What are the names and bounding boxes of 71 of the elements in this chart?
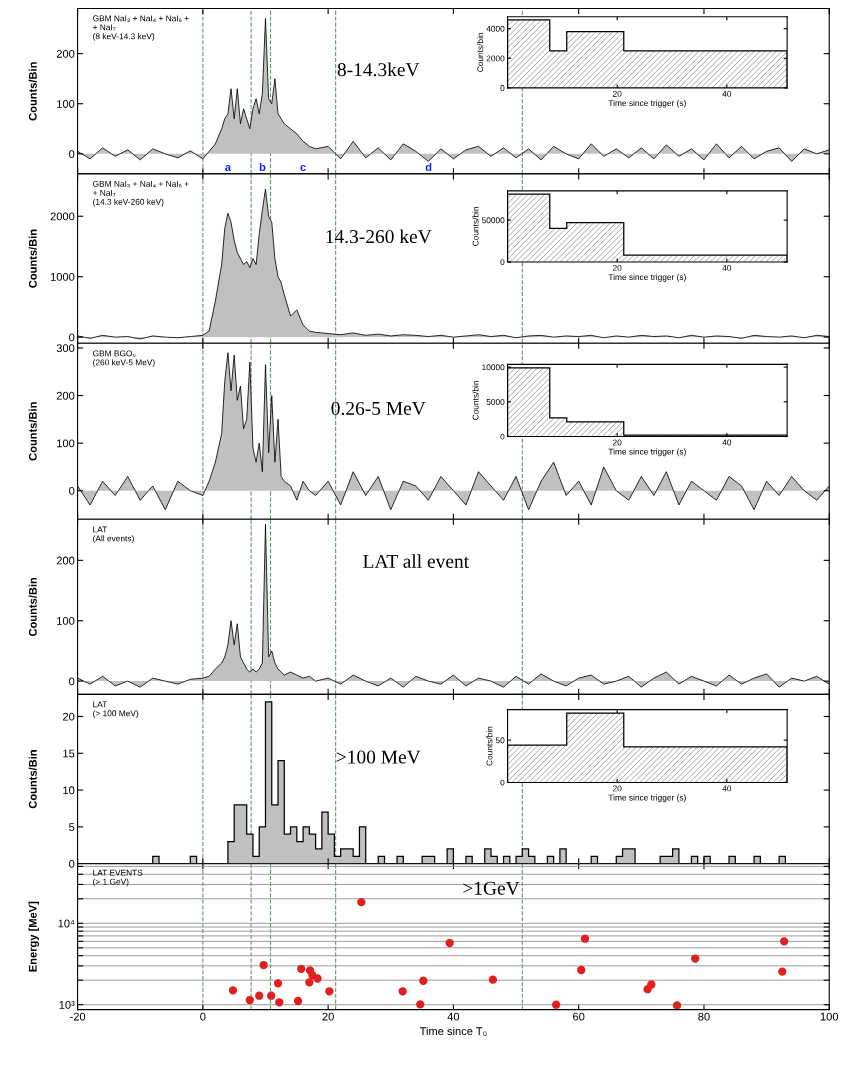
y-tick-label: 0 — [500, 259, 505, 266]
x-tick-label: -20 — [70, 1012, 86, 1021]
y-tick-label: 10³ — [59, 1000, 75, 1009]
x-tick-label: 100 — [820, 1012, 839, 1021]
annotation: LAT EVENTS (> 1 GeV) — [93, 869, 143, 887]
x-tick-label: 80 — [698, 1012, 710, 1021]
annotation: c — [300, 165, 306, 172]
y-axis-title: Counts/Bin — [28, 229, 37, 288]
annotation: GBM NaI₃ + NaI₄ + NaI₆ + + NaI₇ (8 keV-14.3 keV) — [93, 15, 189, 41]
x-tick-label: 40 — [722, 264, 732, 271]
y-tick-label: 0 — [500, 433, 505, 440]
x-axis-title: Time since T₀ — [419, 1026, 487, 1036]
y-tick-label: 200 — [56, 391, 75, 400]
y-tick-label: 2000 — [486, 55, 505, 62]
y-axis-title: Counts/Bin — [28, 402, 37, 461]
annotation: LAT (All events) — [93, 526, 134, 544]
y-tick-label: 50000 — [481, 217, 505, 224]
y-tick-label: 20 — [63, 712, 75, 721]
annotation: LAT (> 100 MeV) — [93, 701, 139, 718]
y-tick-label: 0 — [69, 150, 75, 158]
y-axis-title: Counts/bin — [477, 32, 484, 72]
y-tick-label: 10 — [63, 786, 75, 795]
y-tick-label: 0 — [69, 677, 75, 686]
x-tick-label: 40 — [722, 439, 732, 446]
annotation: 14.3-260 keV — [326, 229, 432, 244]
x-tick-label: 40 — [722, 785, 732, 792]
y-tick-label: 10⁴ — [58, 919, 75, 928]
y-tick-label: 0 — [69, 333, 75, 342]
annotation: d — [425, 162, 432, 172]
annotation: LAT all event — [363, 554, 469, 568]
y-axis-title: Counts/Bin — [28, 62, 37, 121]
y-tick-label: 200 — [56, 556, 75, 565]
y-tick-label: 5000 — [486, 399, 505, 405]
y-axis-title: Counts/bin — [472, 381, 479, 420]
x-tick-label: 20 — [322, 1012, 334, 1021]
y-tick-label: 4000 — [486, 25, 505, 32]
x-axis-title: Time since trigger (s) — [608, 794, 686, 803]
y-tick-label: 15 — [63, 749, 75, 758]
y-tick-label: 0 — [500, 779, 505, 786]
y-tick-label: 0 — [69, 487, 75, 495]
y-tick-label: 0 — [500, 85, 505, 92]
y-axis-title: Counts/bin — [486, 726, 493, 766]
y-tick-label: 50 — [495, 737, 505, 744]
annotation: 0.26-5 MeV — [331, 401, 426, 416]
y-tick-label: 5 — [69, 823, 75, 832]
annotation: >100 MeV — [336, 750, 421, 764]
x-axis-title: Time since trigger (s) — [608, 99, 686, 108]
x-tick-label: 0 — [200, 1012, 206, 1021]
x-tick-label: 40 — [722, 90, 732, 97]
y-tick-label: 1000 — [50, 272, 75, 281]
y-tick-label: 200 — [56, 49, 75, 58]
y-tick-label: 0 — [69, 859, 75, 868]
y-tick-label: 100 — [57, 617, 75, 625]
x-axis-title: Time since trigger (s) — [608, 448, 686, 457]
x-tick-label: 40 — [447, 1012, 460, 1021]
y-tick-label: 10000 — [482, 364, 505, 371]
y-tick-label: 100 — [57, 100, 75, 108]
y-axis-title: Counts/Bin — [28, 750, 37, 809]
y-axis-title: Energy [MeV] — [28, 901, 39, 972]
y-axis-title: Counts/bin — [472, 207, 479, 246]
y-tick-label: 300 — [56, 344, 75, 353]
annotation: a — [225, 165, 232, 172]
annotation: 8-14.3keV — [337, 62, 420, 77]
annotation: GBM BGO₀ (260 keV-5 MeV) — [93, 350, 155, 367]
annotation: GBM NaI₃ + NaI₄ + NaI₆ + + NaI₇ (14.3 keV-260 keV) — [93, 180, 189, 207]
x-tick-label: 60 — [573, 1012, 585, 1021]
annotation: b — [259, 162, 266, 172]
x-axis-title: Time since trigger (s) — [608, 273, 686, 282]
y-axis-title: Counts/Bin — [28, 577, 37, 637]
y-tick-label: 2000 — [50, 212, 75, 221]
annotation: >1GeV — [463, 881, 520, 895]
